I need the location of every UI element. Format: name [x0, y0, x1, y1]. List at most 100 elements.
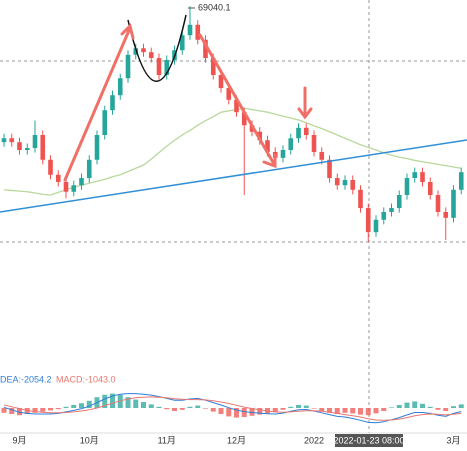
- macd-bar: [257, 408, 263, 415]
- candle-body: [195, 24, 201, 40]
- candle-body: [327, 159, 332, 179]
- candle-body: [427, 181, 433, 195]
- macd-bar: [404, 402, 410, 408]
- candle-body: [102, 110, 108, 135]
- x-tick-label: 12月: [227, 435, 246, 445]
- candle-body: [265, 140, 270, 152]
- macd-bar: [141, 402, 146, 408]
- macd-bar: [48, 408, 53, 411]
- candle-body: [133, 48, 139, 55]
- macd-bar: [203, 408, 208, 409]
- x-tick-label: 11月: [158, 435, 176, 445]
- candle-body: [365, 208, 371, 233]
- macd-bar: [381, 408, 387, 411]
- macd-bar: [365, 408, 371, 416]
- macd-bar: [63, 406, 69, 408]
- candle-body: [412, 172, 418, 179]
- candle-body: [280, 150, 286, 158]
- candle-body: [203, 39, 208, 59]
- candle-body: [296, 127, 301, 139]
- macd-bar: [133, 399, 139, 408]
- macd-bar: [451, 406, 456, 408]
- macd-bar: [148, 404, 154, 408]
- macd-bar: [303, 405, 309, 408]
- macd-legend: MACD:-1043.0: [56, 374, 116, 384]
- macd-bar: [40, 408, 46, 412]
- trend-line: [0, 139, 467, 213]
- candle-body: [86, 159, 92, 179]
- macd-bar: [9, 408, 15, 414]
- macd-bar: [396, 405, 402, 408]
- candle-body: [125, 54, 131, 79]
- macd-bar: [373, 408, 379, 414]
- macd-bar: [125, 397, 131, 408]
- macd-bar: [110, 393, 115, 408]
- x-tick-label: 2022: [304, 435, 324, 445]
- macd-bar: [187, 406, 193, 408]
- dea-legend: DEA:-2054.2: [0, 374, 52, 384]
- candle-body: [311, 135, 317, 152]
- macd-bar: [86, 400, 92, 408]
- arrow-head: [297, 107, 313, 120]
- macd-bar: [172, 408, 177, 411]
- macd-bar: [17, 408, 22, 416]
- macd-bar: [435, 408, 441, 410]
- macd-bar: [164, 408, 170, 410]
- candle-body: [218, 75, 224, 89]
- candle-body: [117, 78, 123, 96]
- cup-arc: [127, 14, 187, 82]
- candle-body: [63, 181, 69, 192]
- candle-body: [451, 189, 456, 218]
- candle-body: [303, 127, 309, 135]
- crosshair-label: 2022-01-23 08:00: [333, 435, 404, 445]
- candle-body: [350, 180, 356, 190]
- candle-body: [404, 178, 410, 195]
- macd-bar: [1, 408, 7, 413]
- candle-body: [141, 48, 146, 53]
- macd-bar: [280, 408, 286, 410]
- macd-bar: [272, 408, 278, 413]
- arrow-down: [198, 33, 276, 166]
- arrow-head: [262, 153, 277, 169]
- candle-body: [342, 180, 348, 186]
- macd-bar: [319, 408, 325, 411]
- candle-body: [381, 211, 387, 220]
- macd-bar: [288, 406, 294, 408]
- macd-bar: [226, 408, 232, 417]
- candle-body: [9, 138, 15, 143]
- macd-bar: [412, 401, 418, 408]
- macd-bar: [55, 408, 61, 410]
- candle-body: [24, 148, 30, 150]
- macd-bar: [296, 405, 301, 408]
- candle-body: [389, 208, 394, 212]
- macd-bar: [443, 408, 449, 411]
- macd-bar: [24, 408, 30, 414]
- candle-body: [179, 35, 185, 51]
- candle-body: [48, 159, 53, 175]
- macd-bar: [241, 408, 247, 417]
- candle-body: [226, 88, 232, 100]
- candle-body: [156, 58, 162, 75]
- macd-bar: [102, 394, 108, 408]
- candle-body: [234, 99, 239, 113]
- candle-body: [79, 178, 84, 186]
- macd-bar: [334, 408, 340, 414]
- arrow-head: [120, 23, 135, 40]
- candle-body: [458, 172, 464, 190]
- candle-body: [334, 178, 340, 186]
- candle-body: [32, 135, 38, 149]
- arrow-up: [63, 26, 132, 182]
- crosshair-label-box: [335, 434, 403, 447]
- candle-body: [148, 52, 154, 59]
- candle-body: [435, 195, 441, 212]
- candle-body: [288, 138, 294, 150]
- macd-bar: [117, 394, 123, 408]
- x-tick-label: 10月: [80, 435, 99, 445]
- candle-body: [94, 135, 100, 160]
- macd-bar: [179, 408, 185, 410]
- candle-body: [55, 174, 61, 182]
- candle-body: [164, 60, 170, 75]
- x-tick-label: 9月: [12, 435, 26, 445]
